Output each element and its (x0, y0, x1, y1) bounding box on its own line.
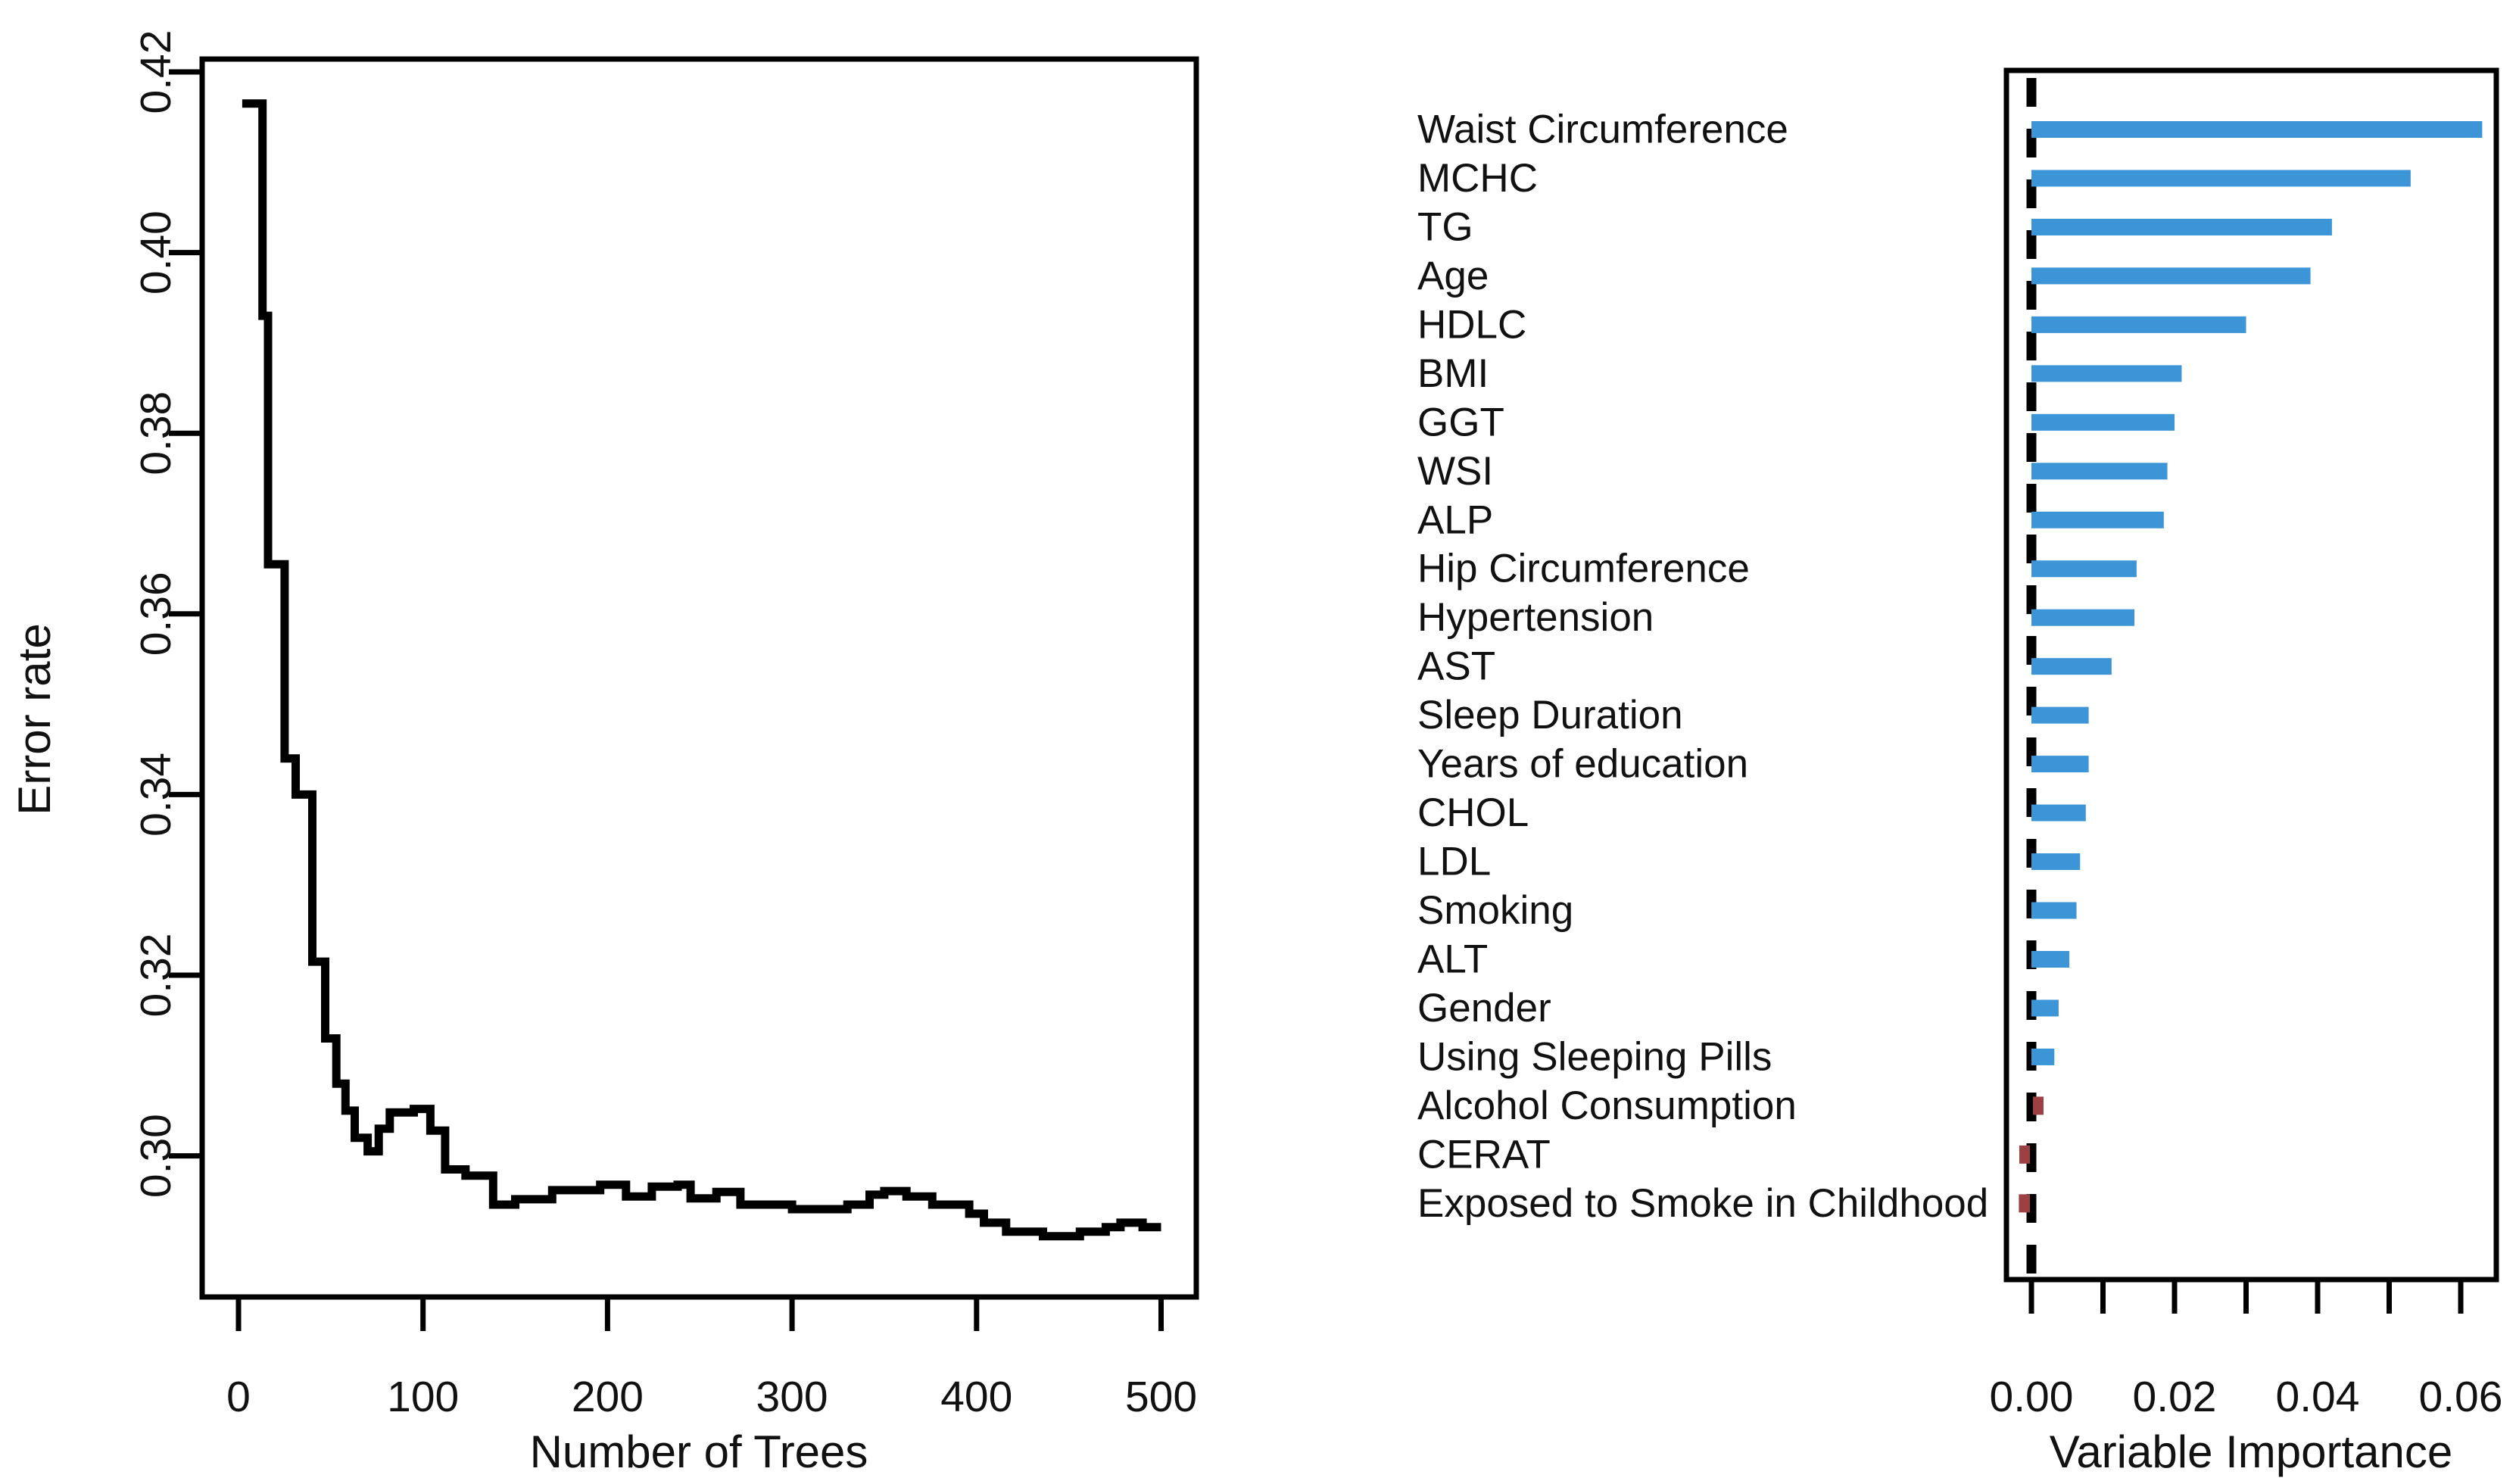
negative-importance-marker (2019, 1145, 2030, 1164)
category-label: Smoking (1417, 888, 1573, 933)
left-y-axis-title: Error rate (9, 623, 60, 815)
category-label: Hip Circumference (1417, 547, 1750, 591)
category-label: GGT (1417, 400, 1504, 444)
right-x-axis-title: Variable Importance (2050, 1426, 2453, 1477)
x-tick-label: 0.06 (2419, 1373, 2503, 1421)
negative-importance-marker (2019, 1194, 2030, 1213)
x-tick-label: 400 (940, 1373, 1012, 1421)
importance-bar (2031, 853, 2081, 871)
x-tick-label: 300 (756, 1373, 828, 1421)
left-plot-axes: 0.30 0.32 0.34 0.36 0.38 0.40 0.42 0 100 200 300 40… (132, 30, 1197, 1421)
importance-bar (2031, 218, 2332, 235)
y-tick-label: 0.38 (132, 391, 180, 475)
x-tick-label: 0 (226, 1373, 251, 1421)
x-tick-label: 0.00 (1990, 1373, 2074, 1421)
category-label: ALT (1417, 937, 1488, 981)
error-rate-plot: 0.30 0.32 0.34 0.36 0.38 0.40 0.42 0 100 200 300 40… (9, 30, 1199, 1477)
y-tick-label: 0.32 (132, 934, 180, 1018)
category-label: Hypertension (1417, 595, 1654, 640)
importance-bar (2031, 463, 2168, 480)
x-tick-label: 100 (387, 1373, 459, 1421)
category-label: Gender (1417, 986, 1551, 1030)
left-plot-box (199, 56, 1199, 1300)
variable-importance-plot: 0.00 0.02 0.04 0.06 Waist CircumferenceMCHC… (1417, 67, 2503, 1477)
importance-bar (2031, 121, 2483, 138)
importance-bar (2031, 511, 2164, 528)
importance-bar (2031, 365, 2182, 382)
category-label: Using Sleeping Pills (1417, 1034, 1772, 1079)
y-tick-label: 0.30 (132, 1114, 180, 1198)
category-label: Waist Circumference (1417, 108, 1788, 152)
x-tick-label: 200 (572, 1373, 644, 1421)
category-label: Alcohol Consumption (1417, 1083, 1797, 1128)
right-plot-box (2003, 67, 2499, 1283)
y-tick-label: 0.42 (132, 30, 180, 114)
importance-bar (2031, 950, 2070, 968)
category-label: ALP (1417, 497, 1493, 542)
category-label: TG (1417, 204, 1473, 249)
category-label: BMI (1417, 351, 1489, 396)
category-label: MCHC (1417, 156, 1538, 201)
x-tick-label: 0.04 (2276, 1373, 2360, 1421)
y-tick-label: 0.40 (132, 210, 180, 295)
error-rate-curve (242, 99, 1161, 1241)
importance-bar (2031, 413, 2175, 431)
left-x-axis-title: Number of Trees (530, 1426, 868, 1477)
importance-bar (2031, 170, 2411, 187)
y-tick-label: 0.36 (132, 572, 180, 656)
category-label: Exposed to Smoke in Childhood (1417, 1181, 1988, 1226)
importance-bar (2031, 804, 2086, 822)
category-label: Age (1417, 254, 1489, 298)
category-label: Years of education (1417, 742, 1748, 787)
importance-bar (2031, 267, 2311, 285)
category-label: CHOL (1417, 790, 1529, 835)
negative-importance-marker (2033, 1096, 2044, 1115)
y-tick-label: 0.34 (132, 753, 180, 837)
importance-bar (2031, 902, 2077, 919)
category-label: LDL (1417, 840, 1491, 884)
importance-bar (2031, 999, 2059, 1017)
importance-bar (2031, 316, 2246, 333)
importance-bar (2031, 609, 2135, 626)
x-tick-label: 0.02 (2133, 1373, 2217, 1421)
category-label: CERAT (1417, 1132, 1551, 1177)
importance-bar (2031, 1048, 2055, 1065)
right-plot-axes: 0.00 0.02 0.04 0.06 (1990, 1280, 2503, 1421)
category-label: WSI (1417, 449, 1493, 494)
x-tick-label: 500 (1125, 1373, 1197, 1421)
importance-bar (2031, 756, 2089, 773)
category-label: AST (1417, 644, 1495, 689)
importance-bar (2031, 560, 2137, 578)
category-label: HDLC (1417, 302, 1526, 347)
category-label: Sleep Duration (1417, 693, 1683, 737)
importance-bars (2019, 121, 2483, 1213)
importance-bar (2031, 706, 2089, 724)
importance-bar (2031, 658, 2112, 675)
